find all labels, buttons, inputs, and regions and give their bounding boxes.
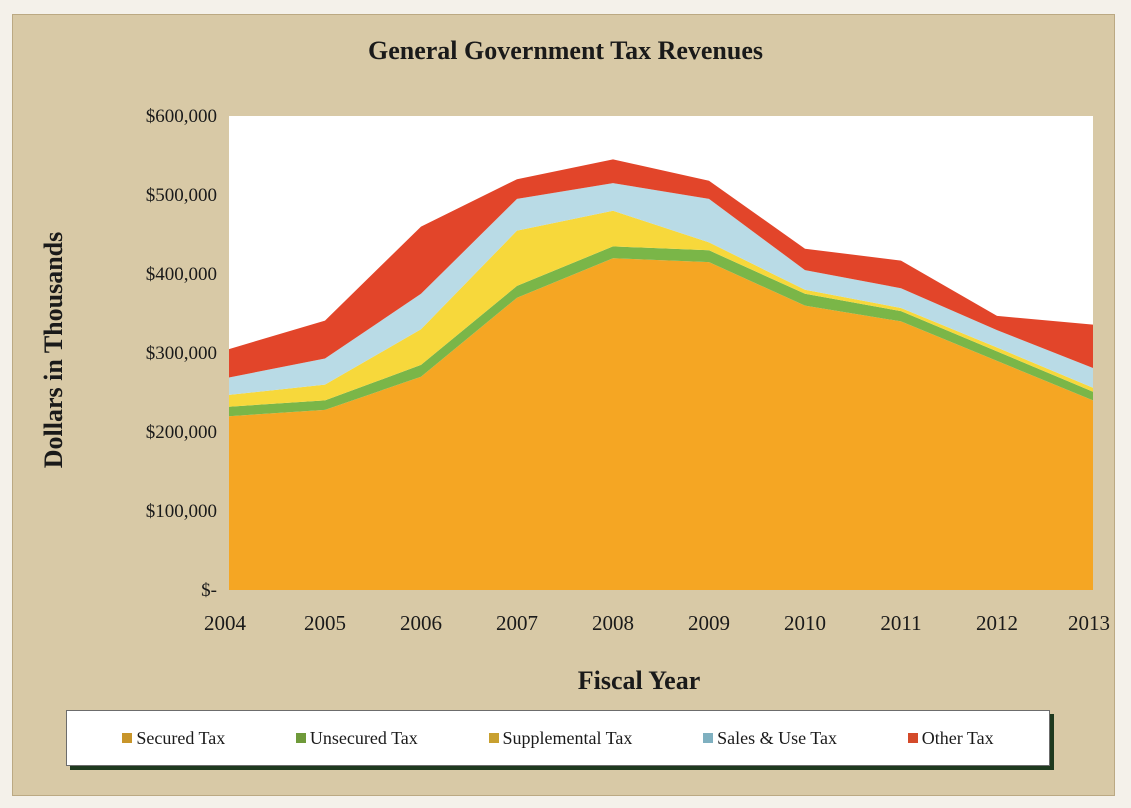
legend-item-other-tax: Other Tax	[907, 727, 994, 749]
y-axis-title: Dollars in Thousands	[39, 231, 68, 469]
x-tick-label: 2008	[592, 611, 634, 635]
legend-item-sales-use-tax: Sales & Use Tax	[703, 728, 837, 749]
y-tick-label: $400,000	[146, 264, 217, 285]
legend-swatch-icon	[122, 733, 133, 743]
legend-label: Supplemental Tax	[502, 727, 633, 748]
area-series-other-tax	[229, 159, 1093, 378]
x-tick-label: 2006	[400, 611, 442, 635]
x-tick-labels: 2004 2005 2006 2007 2008 2009 2010 2011 2012 2013	[204, 611, 1110, 635]
legend-label: Sales & Use Tax	[717, 727, 837, 748]
x-tick-label: 2012	[976, 611, 1018, 635]
y-tick-labels: $- $100,000 $200,000 $300,000 $400,000 $500,0…	[146, 106, 217, 601]
legend-swatch-icon	[703, 733, 714, 743]
legend-swatch-icon	[488, 733, 499, 743]
legend-swatch-icon	[295, 733, 306, 743]
x-tick-label: 2009	[688, 611, 730, 635]
x-tick-label: 2013	[1068, 611, 1110, 635]
area-series-secured-tax	[229, 258, 1093, 590]
x-tick-label: 2005	[304, 611, 346, 635]
legend: Secured Tax Unsecured Tax Supplemental T…	[66, 710, 1050, 766]
legend-item-supplemental-tax: Supplemental Tax	[488, 727, 633, 749]
area-series-group	[229, 159, 1093, 590]
y-tick-label: $-	[201, 580, 217, 601]
x-tick-label: 2011	[880, 611, 921, 635]
chart-title: General Government Tax Revenues	[367, 36, 764, 65]
legend-label: Secured Tax	[136, 727, 226, 748]
y-tick-label: $300,000	[146, 343, 217, 364]
legend-item-unsecured-tax: Unsecured Tax	[295, 727, 418, 749]
legend-item-secured-tax: Secured Tax	[122, 728, 225, 749]
y-tick-label: $500,000	[146, 185, 217, 206]
area-series-sales-use-tax	[229, 183, 1093, 395]
y-tick-label: $100,000	[146, 501, 217, 522]
legend-label: Other Tax	[921, 727, 994, 748]
y-tick-label: $600,000	[146, 106, 217, 127]
x-tick-label: 2007	[496, 611, 538, 635]
y-axis-title-wrap: Dollars in Thousands	[24, 110, 84, 590]
y-tick-label: $200,000	[146, 422, 217, 443]
legend-label: Unsecured Tax	[309, 727, 418, 748]
x-tick-label: 2010	[784, 611, 826, 635]
area-series-supplemental-tax	[229, 210, 1093, 407]
x-axis-title: Fiscal Year	[577, 666, 701, 695]
legend-swatch-icon	[907, 733, 918, 743]
x-tick-label: 2004	[204, 611, 247, 635]
